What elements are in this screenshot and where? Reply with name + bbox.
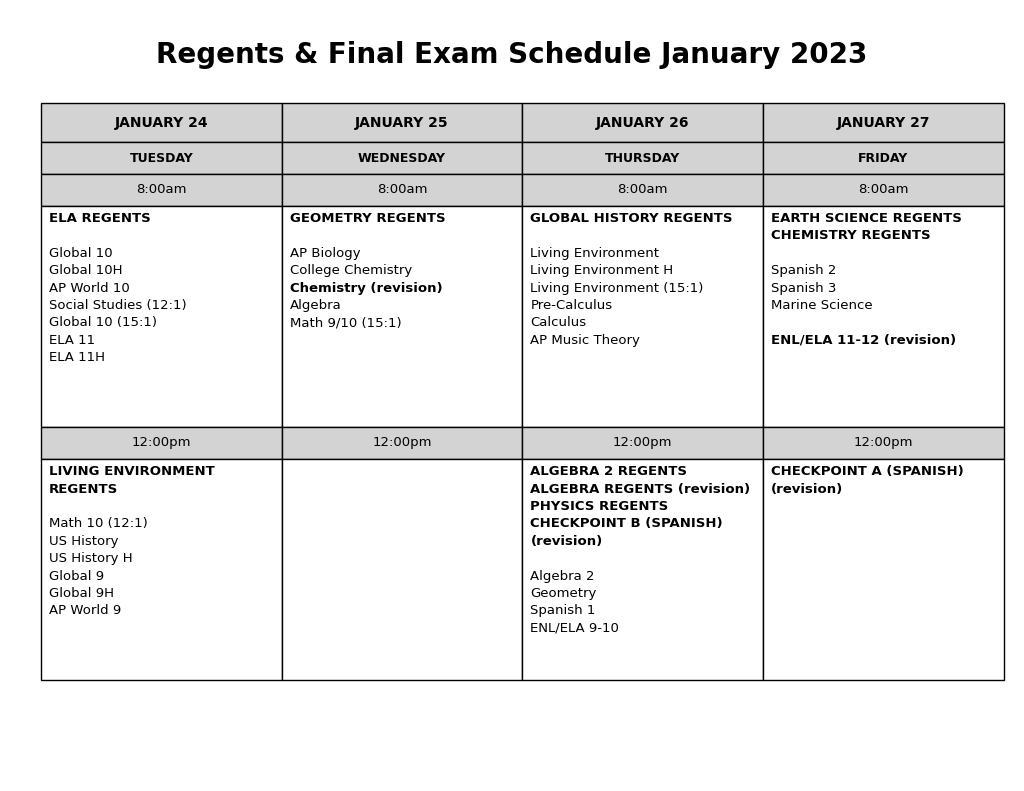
Text: GLOBAL HISTORY REGENTS: GLOBAL HISTORY REGENTS [530, 212, 733, 225]
Text: ELA REGENTS: ELA REGENTS [49, 212, 151, 225]
Bar [282, 206, 522, 427]
Bar [41, 103, 282, 142]
Bar [282, 103, 522, 142]
Text: ELA 11H: ELA 11H [49, 351, 105, 364]
Bar [763, 142, 1004, 174]
Bar [282, 459, 522, 680]
Bar [763, 427, 1004, 459]
Text: Pre-Calculus: Pre-Calculus [530, 299, 612, 312]
Bar [763, 174, 1004, 206]
Text: PHYSICS REGENTS: PHYSICS REGENTS [530, 500, 669, 513]
Text: 8:00am: 8:00am [858, 184, 908, 196]
Text: Geometry: Geometry [530, 587, 597, 600]
Bar [41, 174, 282, 206]
Text: Calculus: Calculus [530, 316, 587, 329]
Text: US History H: US History H [49, 552, 133, 565]
Text: AP World 10: AP World 10 [49, 282, 130, 294]
Text: AP Music Theory: AP Music Theory [530, 334, 640, 346]
Text: LIVING ENVIRONMENT: LIVING ENVIRONMENT [49, 465, 215, 478]
Text: College Chemistry: College Chemistry [290, 264, 412, 277]
Text: Regents & Final Exam Schedule January 2023: Regents & Final Exam Schedule January 20… [157, 41, 867, 70]
Bar [522, 206, 763, 427]
Text: Algebra 2: Algebra 2 [530, 570, 595, 582]
Text: Global 10: Global 10 [49, 247, 113, 259]
Text: CHECKPOINT B (SPANISH): CHECKPOINT B (SPANISH) [530, 517, 723, 530]
Text: Spanish 3: Spanish 3 [771, 282, 837, 294]
Bar [282, 427, 522, 459]
Text: Living Environment (15:1): Living Environment (15:1) [530, 282, 703, 294]
Text: GEOMETRY REGENTS: GEOMETRY REGENTS [290, 212, 445, 225]
Text: FRIDAY: FRIDAY [858, 152, 908, 165]
Text: 12:00pm: 12:00pm [612, 437, 673, 449]
Text: Math 9/10 (15:1): Math 9/10 (15:1) [290, 316, 401, 329]
Text: ALGEBRA 2 REGENTS: ALGEBRA 2 REGENTS [530, 465, 687, 478]
Text: REGENTS: REGENTS [49, 483, 119, 495]
Bar [522, 174, 763, 206]
Text: 8:00am: 8:00am [377, 184, 427, 196]
Bar [763, 459, 1004, 680]
Text: 12:00pm: 12:00pm [131, 437, 191, 449]
Text: ENL/ELA 11-12 (revision): ENL/ELA 11-12 (revision) [771, 334, 956, 346]
Text: Global 10 (15:1): Global 10 (15:1) [49, 316, 157, 329]
Text: JANUARY 26: JANUARY 26 [596, 115, 689, 130]
Text: ELA 11: ELA 11 [49, 334, 95, 346]
Text: Chemistry (revision): Chemistry (revision) [290, 282, 442, 294]
Text: JANUARY 25: JANUARY 25 [355, 115, 449, 130]
Text: Global 10H: Global 10H [49, 264, 123, 277]
Text: AP World 9: AP World 9 [49, 604, 122, 617]
Text: Marine Science: Marine Science [771, 299, 872, 312]
Text: ALGEBRA REGENTS (revision): ALGEBRA REGENTS (revision) [530, 483, 751, 495]
Text: 8:00am: 8:00am [617, 184, 668, 196]
Text: 12:00pm: 12:00pm [853, 437, 913, 449]
Text: JANUARY 24: JANUARY 24 [115, 115, 208, 130]
Bar [763, 206, 1004, 427]
Text: CHEMISTRY REGENTS: CHEMISTRY REGENTS [771, 229, 931, 242]
Text: TUESDAY: TUESDAY [129, 152, 194, 165]
Bar [41, 206, 282, 427]
Text: Spanish 2: Spanish 2 [771, 264, 837, 277]
Text: ENL/ELA 9-10: ENL/ELA 9-10 [530, 622, 620, 634]
Text: AP Biology: AP Biology [290, 247, 360, 259]
Bar [282, 142, 522, 174]
Text: US History: US History [49, 535, 119, 547]
Bar [41, 459, 282, 680]
Text: CHECKPOINT A (SPANISH): CHECKPOINT A (SPANISH) [771, 465, 964, 478]
Text: Global 9H: Global 9H [49, 587, 114, 600]
Bar [522, 427, 763, 459]
Text: Spanish 1: Spanish 1 [530, 604, 596, 617]
Text: JANUARY 27: JANUARY 27 [837, 115, 930, 130]
Text: Living Environment: Living Environment [530, 247, 659, 259]
Bar [282, 174, 522, 206]
Text: 8:00am: 8:00am [136, 184, 186, 196]
Bar [522, 142, 763, 174]
Text: Math 10 (12:1): Math 10 (12:1) [49, 517, 147, 530]
Bar [41, 142, 282, 174]
Bar [522, 103, 763, 142]
Text: Algebra: Algebra [290, 299, 342, 312]
Text: (revision): (revision) [530, 535, 603, 547]
Text: Social Studies (12:1): Social Studies (12:1) [49, 299, 186, 312]
Text: Living Environment H: Living Environment H [530, 264, 674, 277]
Bar [41, 427, 282, 459]
Bar [522, 459, 763, 680]
Text: Global 9: Global 9 [49, 570, 104, 582]
Text: 12:00pm: 12:00pm [372, 437, 432, 449]
Text: WEDNESDAY: WEDNESDAY [358, 152, 445, 165]
Text: THURSDAY: THURSDAY [605, 152, 680, 165]
Text: EARTH SCIENCE REGENTS: EARTH SCIENCE REGENTS [771, 212, 962, 225]
Text: (revision): (revision) [771, 483, 844, 495]
Bar [763, 103, 1004, 142]
